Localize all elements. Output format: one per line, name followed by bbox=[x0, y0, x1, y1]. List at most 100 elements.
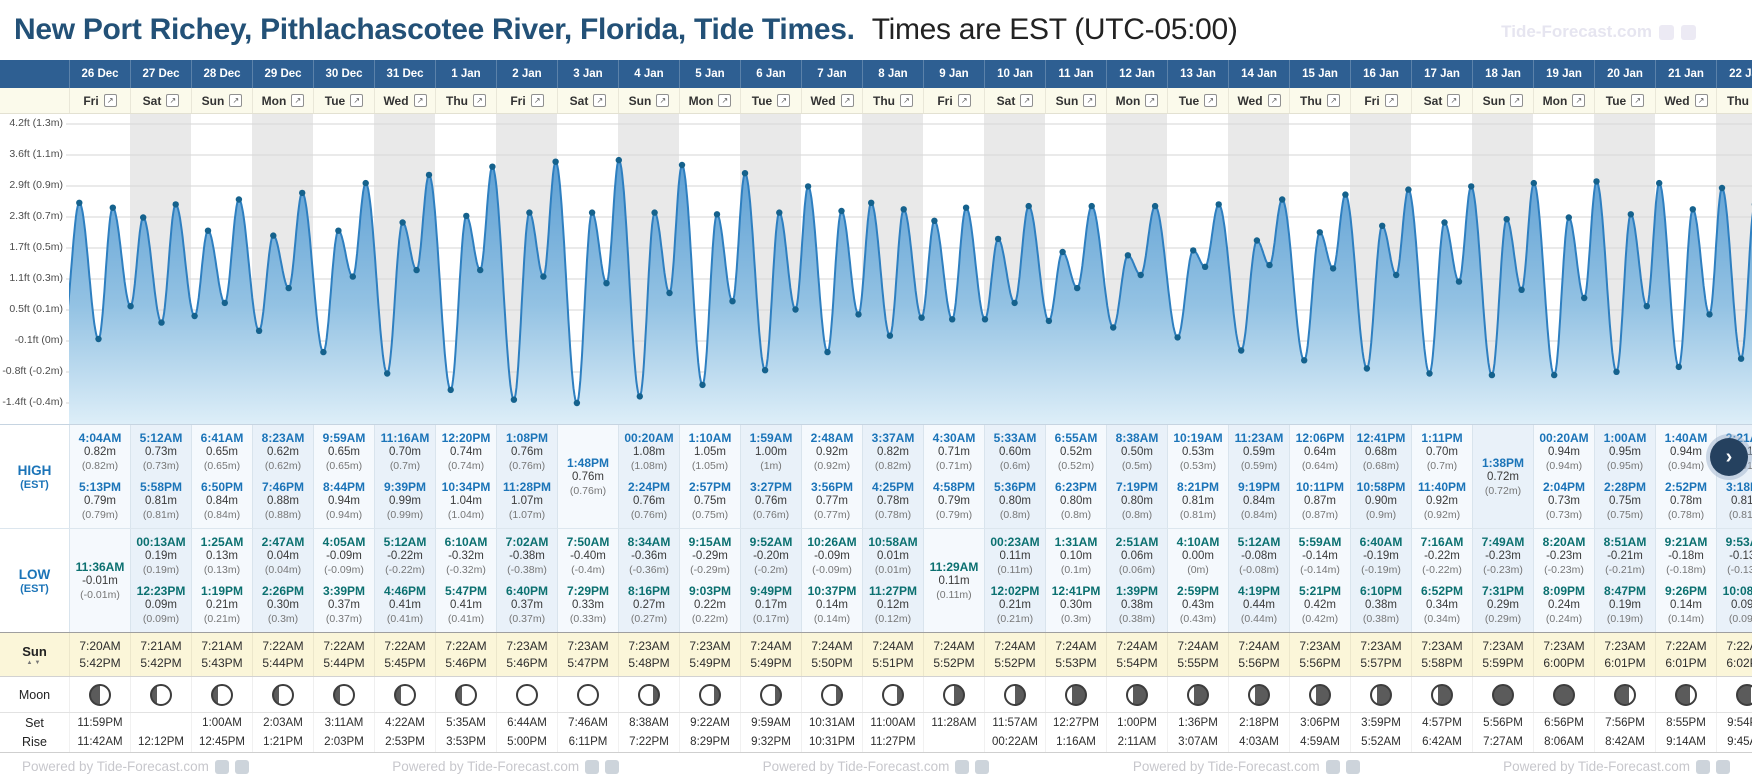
tide-height-alt: (0.53m) bbox=[1179, 460, 1217, 473]
facebook-icon[interactable] bbox=[585, 759, 600, 774]
tide-time: 10:19AM bbox=[1173, 431, 1223, 446]
tide-height: -0.09m bbox=[326, 550, 362, 563]
weekday-cell: Wed ↗ bbox=[1655, 88, 1716, 113]
day-expand-icon[interactable]: ↗ bbox=[1384, 94, 1398, 107]
tide-entry: 8:23AM 0.62m (0.62m) bbox=[262, 431, 305, 473]
powered-by-link[interactable]: Powered by Tide-Forecast.com bbox=[22, 759, 249, 774]
tide-height: 0.41m bbox=[389, 598, 421, 611]
tide-entry: 12:02PM 0.21m (0.21m) bbox=[991, 584, 1040, 626]
weekday-cell: Fri ↗ bbox=[923, 88, 984, 113]
date-header: 17 Jan bbox=[1411, 60, 1472, 88]
tide-height: -0.40m bbox=[570, 550, 606, 563]
tide-height-alt: (0.52m) bbox=[1057, 460, 1095, 473]
sunset-time: 5:46PM bbox=[445, 655, 487, 670]
day-expand-icon[interactable]: ↗ bbox=[718, 94, 732, 107]
day-expand-icon[interactable]: ↗ bbox=[1631, 94, 1645, 107]
day-expand-icon[interactable]: ↗ bbox=[1204, 94, 1218, 107]
tide-height-alt: (0.21m) bbox=[203, 612, 241, 625]
watermark-text: Tide-Forecast.com bbox=[1501, 22, 1652, 41]
moon-cell bbox=[801, 677, 862, 712]
day-expand-icon[interactable]: ↗ bbox=[1327, 94, 1340, 107]
tide-height: 0.38m bbox=[1121, 598, 1153, 611]
day-expand-icon[interactable]: ↗ bbox=[103, 94, 117, 107]
powered-by-link[interactable]: Powered by Tide-Forecast.com bbox=[1503, 759, 1730, 774]
moon-phase-icon bbox=[1675, 683, 1697, 706]
tide-height: -0.29m bbox=[692, 550, 728, 563]
twitter-icon[interactable] bbox=[1715, 759, 1730, 774]
day-expand-icon[interactable]: ↗ bbox=[291, 94, 305, 107]
tide-time: 1:00AM bbox=[1603, 431, 1647, 446]
day-expand-icon[interactable]: ↗ bbox=[350, 94, 364, 107]
tide-entry: 1:00AM 0.95m (0.95m) bbox=[1604, 431, 1647, 473]
tide-height: 0.06m bbox=[1121, 550, 1153, 563]
low-tide-cell: 1:31AM 0.10m (0.1m) 12:41PM 0.30m (0.3m) bbox=[1045, 529, 1106, 632]
low-tide-cell: 10:26AM -0.09m (-0.09m) 10:37PM 0.14m (0.14m) bbox=[801, 529, 862, 632]
tide-height: -0.13m bbox=[1729, 550, 1752, 563]
date-header: 9 Jan bbox=[923, 60, 984, 88]
twitter-icon[interactable] bbox=[975, 759, 990, 774]
tide-time: 12:06PM bbox=[1295, 431, 1345, 446]
day-expand-icon[interactable]: ↗ bbox=[1447, 94, 1461, 107]
tide-entry: 1:11PM 0.70m (0.7m) bbox=[1421, 431, 1462, 473]
tide-entry: 1:08PM 0.76m (0.76m) bbox=[506, 431, 548, 473]
day-expand-icon[interactable]: ↗ bbox=[777, 94, 791, 107]
day-expand-icon[interactable]: ↗ bbox=[1020, 94, 1034, 107]
day-expand-icon[interactable]: ↗ bbox=[957, 94, 971, 107]
tide-height-alt: (0.8m) bbox=[1121, 508, 1153, 521]
low-tide-cell: 9:15AM -0.29m (-0.29m) 9:03PM 0.22m (0.22m) bbox=[679, 529, 740, 632]
day-expand-icon[interactable]: ↗ bbox=[413, 94, 427, 107]
date-header: 29 Dec bbox=[252, 60, 313, 88]
twitter-icon[interactable] bbox=[1345, 759, 1360, 774]
facebook-icon[interactable] bbox=[1695, 759, 1710, 774]
moon-cell bbox=[618, 677, 679, 712]
day-expand-icon[interactable]: ↗ bbox=[166, 94, 180, 107]
tide-height-alt: (0.65m) bbox=[325, 460, 363, 473]
powered-by-link[interactable]: Powered by Tide-Forecast.com bbox=[763, 759, 990, 774]
tide-entry: 3:39PM 0.37m (0.37m) bbox=[323, 584, 365, 626]
tide-time: 4:05AM bbox=[322, 535, 366, 550]
sunset-time: 5:53PM bbox=[1055, 655, 1097, 670]
day-expand-icon[interactable]: ↗ bbox=[1510, 94, 1524, 107]
tide-height-alt: (0.92m) bbox=[813, 460, 851, 473]
tide-time: 2:24PM bbox=[627, 479, 671, 494]
twitter-icon[interactable] bbox=[234, 759, 249, 774]
day-expand-icon[interactable]: ↗ bbox=[229, 94, 243, 107]
tide-height-alt: (1.04m) bbox=[447, 508, 485, 521]
tide-entry: 8:44PM 0.94m (0.94m) bbox=[323, 480, 365, 522]
tide-height: 0.42m bbox=[1304, 598, 1336, 611]
day-expand-icon[interactable]: ↗ bbox=[1572, 94, 1586, 107]
twitter-icon[interactable] bbox=[605, 759, 620, 774]
day-expand-icon[interactable]: ↗ bbox=[900, 94, 913, 107]
day-expand-icon[interactable]: ↗ bbox=[1267, 94, 1281, 107]
sun-times-cell: 7:23AM 5:46PM bbox=[496, 633, 557, 676]
moonrise-time: 12:45PM bbox=[191, 732, 252, 752]
tide-height-alt: (0.04m) bbox=[264, 564, 302, 577]
tide-entry: 8:38AM 0.50m (0.5m) bbox=[1116, 431, 1159, 473]
day-expand-icon[interactable]: ↗ bbox=[1083, 94, 1097, 107]
day-expand-icon[interactable]: ↗ bbox=[840, 94, 854, 107]
day-expand-icon[interactable]: ↗ bbox=[530, 94, 544, 107]
day-expand-icon[interactable]: ↗ bbox=[656, 94, 670, 107]
moon-cell bbox=[1533, 677, 1594, 712]
tide-time: 8:20AM bbox=[1542, 535, 1586, 550]
powered-by-link[interactable]: Powered by Tide-Forecast.com bbox=[392, 759, 620, 774]
facebook-icon[interactable] bbox=[214, 759, 229, 774]
moon-cell bbox=[1167, 677, 1228, 712]
facebook-icon[interactable] bbox=[1325, 759, 1340, 774]
day-expand-icon[interactable]: ↗ bbox=[1694, 94, 1708, 107]
next-page-button[interactable]: › bbox=[1710, 438, 1748, 476]
powered-by-text: Powered by Tide-Forecast.com bbox=[392, 759, 580, 774]
day-expand-icon[interactable]: ↗ bbox=[1145, 94, 1159, 107]
tide-entry: 3:27PM 0.76m (0.76m) bbox=[750, 480, 792, 522]
moon-row: Moon bbox=[0, 676, 1752, 712]
weekday-label: Sat bbox=[1423, 93, 1443, 108]
powered-by-link[interactable]: Powered by Tide-Forecast.com bbox=[1133, 759, 1360, 774]
tide-time: 5:58PM bbox=[139, 479, 183, 494]
day-expand-icon[interactable]: ↗ bbox=[593, 94, 607, 107]
tide-height: 0.72m bbox=[1487, 470, 1519, 483]
tide-time: 1:08PM bbox=[505, 431, 549, 446]
facebook-icon bbox=[1659, 24, 1674, 40]
tide-time: 5:12AM bbox=[1237, 535, 1281, 550]
day-expand-icon[interactable]: ↗ bbox=[473, 94, 486, 107]
facebook-icon[interactable] bbox=[955, 759, 970, 774]
